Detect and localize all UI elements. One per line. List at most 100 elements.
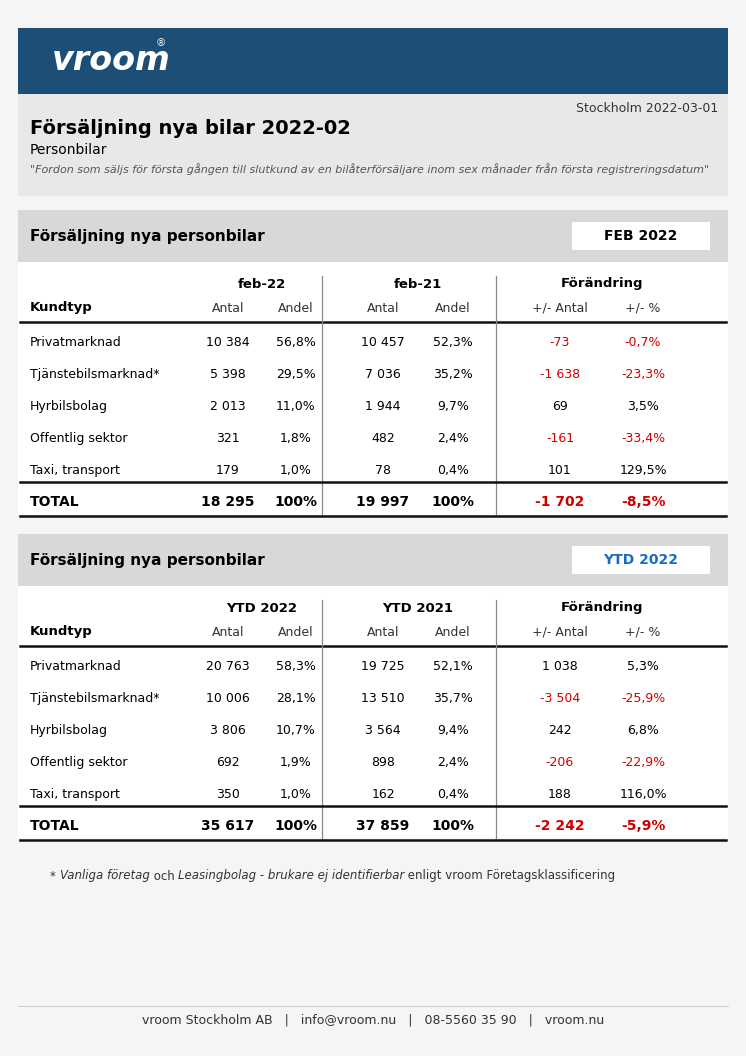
Text: 162: 162: [372, 788, 395, 802]
Text: Andel: Andel: [278, 625, 314, 639]
Text: 1 944: 1 944: [366, 400, 401, 413]
Text: 19 997: 19 997: [357, 495, 410, 509]
Text: Tjänstebilsmarknad*: Tjänstebilsmarknad*: [30, 693, 160, 705]
Text: Taxi, transport: Taxi, transport: [30, 788, 120, 802]
Text: 179: 179: [216, 465, 240, 477]
Text: 129,5%: 129,5%: [619, 465, 667, 477]
Text: YTD 2021: YTD 2021: [383, 602, 454, 615]
Text: 20 763: 20 763: [206, 660, 250, 674]
Text: 0,4%: 0,4%: [437, 465, 469, 477]
Text: -3 504: -3 504: [540, 693, 580, 705]
Text: 52,3%: 52,3%: [433, 336, 473, 350]
Text: 11,0%: 11,0%: [276, 400, 316, 413]
Text: Hyrbilsbolag: Hyrbilsbolag: [30, 724, 108, 737]
Text: Kundtyp: Kundtyp: [30, 302, 93, 315]
Text: 9,4%: 9,4%: [437, 724, 469, 737]
Text: 100%: 100%: [275, 819, 318, 833]
Bar: [572, 222, 710, 250]
Text: 3 806: 3 806: [210, 724, 246, 737]
Text: +/- Antal: +/- Antal: [532, 625, 588, 639]
Text: 37 859: 37 859: [357, 819, 410, 833]
Text: 2,4%: 2,4%: [437, 432, 469, 446]
Text: 2 013: 2 013: [210, 400, 246, 413]
Text: 10 006: 10 006: [206, 693, 250, 705]
Text: 482: 482: [371, 432, 395, 446]
Text: 898: 898: [371, 756, 395, 770]
Text: 10 457: 10 457: [361, 336, 405, 350]
Text: TOTAL: TOTAL: [30, 495, 80, 509]
Text: 35,2%: 35,2%: [433, 369, 473, 381]
Text: -22,9%: -22,9%: [621, 756, 665, 770]
Bar: [18, 586, 728, 838]
Text: 35,7%: 35,7%: [433, 693, 473, 705]
Text: 19 725: 19 725: [361, 660, 405, 674]
Text: Offentlig sektor: Offentlig sektor: [30, 756, 128, 770]
Text: TOTAL: TOTAL: [30, 819, 80, 833]
Text: 2,4%: 2,4%: [437, 756, 469, 770]
Bar: [18, 534, 728, 586]
Text: +/- %: +/- %: [625, 302, 661, 315]
Text: 1,0%: 1,0%: [280, 788, 312, 802]
Text: och: och: [149, 869, 178, 883]
Text: Vanliga företag: Vanliga företag: [60, 869, 149, 883]
Text: 100%: 100%: [275, 495, 318, 509]
Text: -0,7%: -0,7%: [624, 336, 661, 350]
Text: 29,5%: 29,5%: [276, 369, 316, 381]
Text: vroom Stockholm AB   |   info@vroom.nu   |   08-5560 35 90   |   vroom.nu: vroom Stockholm AB | info@vroom.nu | 08-…: [142, 1014, 604, 1026]
Text: feb-22: feb-22: [238, 278, 286, 290]
Text: 9,7%: 9,7%: [437, 400, 469, 413]
Text: Antal: Antal: [212, 625, 244, 639]
Text: +/- Antal: +/- Antal: [532, 302, 588, 315]
Text: Privatmarknad: Privatmarknad: [30, 660, 122, 674]
Text: Offentlig sektor: Offentlig sektor: [30, 432, 128, 446]
Bar: [572, 546, 710, 574]
Text: 1,9%: 1,9%: [280, 756, 312, 770]
Text: Hyrbilsbolag: Hyrbilsbolag: [30, 400, 108, 413]
Text: -25,9%: -25,9%: [621, 693, 665, 705]
Text: Förändring: Förändring: [560, 278, 643, 290]
Text: 5,3%: 5,3%: [627, 660, 659, 674]
Text: 6,8%: 6,8%: [627, 724, 659, 737]
Text: 0,4%: 0,4%: [437, 788, 469, 802]
Text: 5 398: 5 398: [210, 369, 246, 381]
Text: Kundtyp: Kundtyp: [30, 625, 93, 639]
Text: -1 702: -1 702: [536, 495, 585, 509]
Text: 116,0%: 116,0%: [619, 788, 667, 802]
Text: ®: ®: [156, 38, 166, 48]
Bar: [18, 29, 728, 94]
Text: 3,5%: 3,5%: [627, 400, 659, 413]
Text: 69: 69: [552, 400, 568, 413]
Text: "Fordon som säljs för första gången till slutkund av en bilåterförsäljare inom s: "Fordon som säljs för första gången till…: [30, 163, 709, 175]
Text: vroom: vroom: [52, 44, 171, 77]
Text: 100%: 100%: [431, 819, 474, 833]
Text: Andel: Andel: [435, 302, 471, 315]
Text: -23,3%: -23,3%: [621, 369, 665, 381]
Text: Antal: Antal: [367, 625, 399, 639]
Bar: [18, 94, 728, 196]
Text: 1,0%: 1,0%: [280, 465, 312, 477]
Text: Försäljning nya bilar 2022-02: Försäljning nya bilar 2022-02: [30, 118, 351, 137]
Text: +/- %: +/- %: [625, 625, 661, 639]
Text: Antal: Antal: [367, 302, 399, 315]
Text: -8,5%: -8,5%: [621, 495, 665, 509]
Text: 10 384: 10 384: [206, 336, 250, 350]
Text: 321: 321: [216, 432, 239, 446]
Text: -206: -206: [546, 756, 574, 770]
Text: Antal: Antal: [212, 302, 244, 315]
Text: YTD 2022: YTD 2022: [604, 553, 679, 567]
Text: 100%: 100%: [431, 495, 474, 509]
Text: 101: 101: [548, 465, 572, 477]
Text: 1 038: 1 038: [542, 660, 578, 674]
Text: 350: 350: [216, 788, 240, 802]
Text: 692: 692: [216, 756, 239, 770]
Text: feb-21: feb-21: [394, 278, 442, 290]
Text: YTD 2022: YTD 2022: [227, 602, 298, 615]
Text: 56,8%: 56,8%: [276, 336, 316, 350]
Text: Taxi, transport: Taxi, transport: [30, 465, 120, 477]
Text: 10,7%: 10,7%: [276, 724, 316, 737]
Text: Privatmarknad: Privatmarknad: [30, 336, 122, 350]
Text: Personbilar: Personbilar: [30, 143, 107, 157]
Text: -33,4%: -33,4%: [621, 432, 665, 446]
Text: Leasingbolag - brukare ej identifierbar: Leasingbolag - brukare ej identifierbar: [178, 869, 404, 883]
Text: Försäljning nya personbilar: Försäljning nya personbilar: [30, 552, 265, 567]
